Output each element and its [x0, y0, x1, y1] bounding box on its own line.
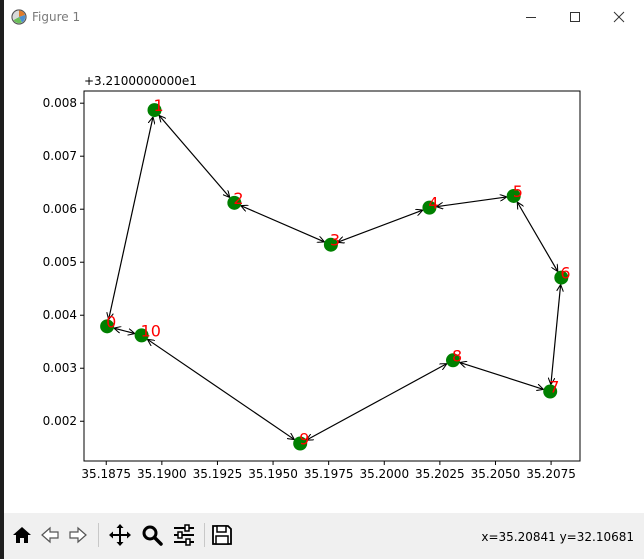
- y-tick-label: 0.008: [43, 96, 77, 110]
- axes-frame: [83, 90, 581, 462]
- point-label: 7: [549, 378, 559, 397]
- route-arrow: [114, 328, 135, 333]
- app-icon: [10, 8, 28, 26]
- point-marker: [543, 384, 558, 399]
- route-arrow: [159, 115, 230, 197]
- point-label: 0: [106, 312, 116, 331]
- toolbar-separator: [204, 523, 205, 547]
- point-label: 3: [330, 231, 340, 250]
- y-tick-label: 0.006: [43, 202, 77, 216]
- minimize-icon: [526, 16, 536, 18]
- route-arrow: [241, 206, 325, 242]
- x-tick-label: 35.1975: [304, 467, 354, 481]
- point-label: 1: [154, 96, 164, 115]
- point-marker: [227, 195, 242, 210]
- x-tick-label: 35.1950: [248, 467, 298, 481]
- point-marker: [100, 319, 115, 334]
- point-label: 8: [452, 346, 462, 365]
- background-window-strip: [0, 0, 4, 559]
- navigation-toolbar: x=35.20841 y=32.10681: [4, 513, 644, 559]
- point-label: 9: [299, 430, 309, 449]
- x-tick-label: 35.2000: [359, 467, 409, 481]
- point-label: 4: [428, 194, 438, 213]
- back-button[interactable]: [36, 521, 64, 549]
- x-tick-label: 35.1900: [137, 467, 187, 481]
- route-arrow: [436, 197, 506, 207]
- y-tick-label: 0.007: [43, 149, 77, 163]
- chart-svg[interactable]: 35.1875 35.1900 35.1925 35.1950 35.1975 35.20…: [4, 33, 644, 513]
- y-tick-label: 0.002: [43, 414, 77, 428]
- y-offset-label: +3.2100000000e1: [84, 74, 197, 88]
- x-tick-label: 35.2050: [471, 467, 521, 481]
- route-arrow: [109, 117, 153, 320]
- home-icon: [13, 527, 31, 543]
- close-button[interactable]: [596, 0, 642, 33]
- toolbar-separator: [98, 523, 99, 547]
- save-button[interactable]: [208, 521, 236, 549]
- route-arrow: [517, 202, 558, 272]
- point-marker: [445, 353, 460, 368]
- route-arrow: [147, 339, 294, 439]
- back-icon: [41, 526, 59, 544]
- y-tick-label: 0.005: [43, 255, 77, 269]
- point-marker: [554, 270, 569, 285]
- point-marker: [422, 200, 437, 215]
- maximize-icon: [570, 11, 580, 22]
- y-tick-label: 0.003: [43, 361, 77, 375]
- route-arrow: [306, 364, 447, 441]
- zoom-icon: [142, 525, 163, 546]
- y-tick-label: 0.004: [43, 308, 77, 322]
- point-marker: [147, 103, 162, 118]
- pan-icon: [109, 524, 131, 546]
- forward-button[interactable]: [64, 521, 92, 549]
- minimize-button[interactable]: [508, 0, 554, 33]
- route-arrow: [460, 362, 544, 389]
- x-tick-label: 35.2075: [526, 467, 576, 481]
- figure-window: Figure 1 35.1875 35.1900 35.1925 35.1950 35.…: [4, 0, 644, 559]
- figure-canvas[interactable]: 35.1875 35.1900 35.1925 35.1950 35.1975 35.20…: [4, 33, 644, 513]
- pan-button[interactable]: [106, 521, 134, 549]
- cursor-coordinates: x=35.20841 y=32.10681: [481, 530, 634, 544]
- forward-icon: [69, 526, 87, 544]
- point-marker: [134, 328, 149, 343]
- point-label: 6: [560, 264, 570, 283]
- subplots-icon: [174, 524, 194, 546]
- point-marker: [293, 436, 308, 451]
- maximize-button[interactable]: [552, 0, 598, 33]
- subplots-button[interactable]: [170, 521, 198, 549]
- title-bar[interactable]: Figure 1: [4, 0, 644, 33]
- point-label: 5: [513, 182, 523, 201]
- point-marker: [323, 237, 338, 252]
- point-marker: [506, 188, 521, 203]
- route-arrow: [337, 210, 422, 242]
- close-icon: [613, 11, 625, 22]
- route-arrow: [551, 285, 561, 385]
- zoom-button[interactable]: [138, 521, 166, 549]
- x-tick-label: 35.1875: [81, 467, 131, 481]
- home-button[interactable]: [8, 521, 36, 549]
- point-label: 2: [233, 189, 243, 208]
- x-tick-label: 35.1925: [193, 467, 243, 481]
- window-title: Figure 1: [32, 10, 81, 24]
- point-label: 10: [141, 321, 161, 340]
- x-tick-label: 35.2025: [415, 467, 465, 481]
- save-icon: [212, 525, 232, 545]
